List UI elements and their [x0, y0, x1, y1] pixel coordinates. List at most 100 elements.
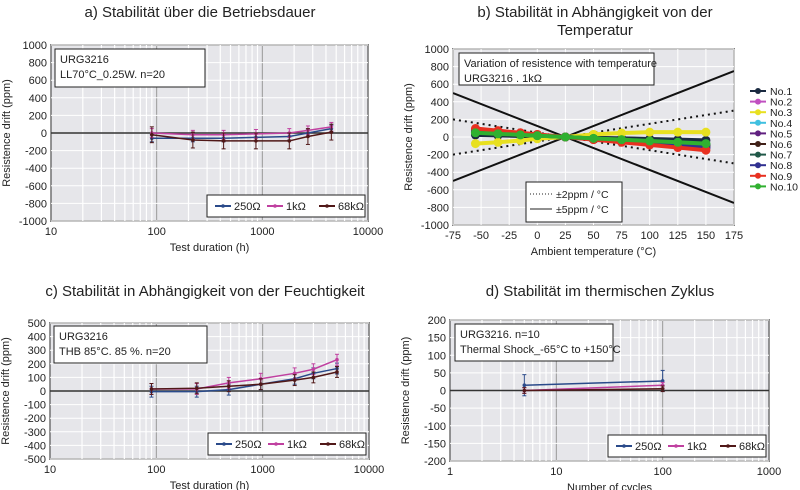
- data-point: [470, 128, 480, 138]
- x-tick-label: 25: [559, 230, 571, 242]
- legend-label: No.4: [770, 118, 792, 130]
- y-tick-label: 200: [28, 359, 46, 371]
- data-point: [493, 137, 503, 147]
- annotation-text: URG3216 . 1kΩ: [464, 73, 542, 85]
- legend-marker: [221, 204, 225, 208]
- x-tick-label: 50: [587, 230, 599, 242]
- x-tick-label: 1: [447, 466, 453, 478]
- x-tick-label: 100: [147, 226, 165, 238]
- y-tick-label: -50: [430, 403, 446, 415]
- legend-marker: [222, 442, 226, 446]
- annotation-text: Thermal Shock_-65°C to +150°C: [460, 344, 621, 356]
- y-tick-label: 800: [431, 62, 449, 74]
- data-point: [194, 386, 199, 391]
- y-tick-label: -200: [25, 146, 47, 158]
- legend-marker: [726, 444, 730, 448]
- x-tick-label: 10000: [353, 226, 384, 238]
- data-point: [660, 379, 665, 383]
- y-tick-label: 0: [40, 386, 46, 398]
- series-line: [524, 387, 663, 392]
- reference-legend: [525, 181, 623, 223]
- annotation-box: [454, 323, 614, 362]
- legend-label: No.8: [770, 160, 792, 172]
- y-tick-label: -600: [427, 185, 449, 197]
- annotation-text: URG3216: [60, 54, 109, 66]
- legend-label: No.2: [770, 97, 792, 109]
- y-tick-label: 600: [431, 79, 449, 91]
- y-tick-label: 200: [428, 315, 446, 327]
- data-point: [311, 367, 316, 372]
- y-tick-label: -200: [24, 413, 46, 425]
- y-tick-label: 400: [28, 332, 46, 344]
- x-tick-label: 100: [147, 464, 165, 476]
- y-tick-label: 200: [29, 110, 47, 122]
- y-tick-label: -600: [25, 181, 47, 193]
- data-point: [470, 139, 480, 149]
- chart-b-title: b) Stabilität in Abhängigkeit von der Te…: [477, 4, 713, 39]
- legend-label: 68kΩ: [338, 201, 364, 213]
- chart-c-title: c) Stabilität in Abhängigkeit von der Fe…: [45, 283, 365, 300]
- y-tick-label: 100: [428, 350, 446, 362]
- legend-marker: [326, 442, 330, 446]
- x-tick-label: 100: [641, 230, 659, 242]
- data-point: [311, 375, 316, 380]
- y-axis-label: Resistence drift (ppm): [403, 83, 415, 191]
- legend-label: No.10: [770, 181, 798, 193]
- data-point: [493, 129, 503, 139]
- data-point: [532, 131, 542, 141]
- y-tick-label: 300: [28, 345, 46, 357]
- legend: [607, 434, 767, 458]
- y-tick-label: 500: [28, 318, 46, 330]
- y-tick-label: -100: [424, 421, 446, 433]
- data-point: [617, 135, 627, 145]
- legend-label: 250Ω: [235, 439, 262, 451]
- x-tick-label: 175: [725, 230, 743, 242]
- data-point: [306, 134, 310, 139]
- data-point: [258, 382, 263, 387]
- legend-marker: [755, 88, 761, 94]
- legend-marker: [274, 442, 278, 446]
- reference-line: [453, 70, 734, 182]
- data-point: [701, 145, 711, 155]
- data-point: [287, 139, 292, 143]
- x-axis-label: Number of cycles: [567, 482, 652, 490]
- data-point: [589, 133, 598, 143]
- legend-label: 68kΩ: [339, 439, 365, 451]
- legend: [206, 194, 366, 218]
- y-tick-label: -100: [24, 400, 46, 412]
- x-tick-label: -75: [445, 230, 461, 242]
- x-tick-label: 1000: [250, 226, 274, 238]
- y-tick-label: -800: [427, 202, 449, 214]
- legend-marker: [674, 444, 678, 448]
- y-tick-label: -400: [427, 167, 449, 179]
- y-tick-label: 600: [29, 75, 47, 87]
- series-line: [475, 130, 706, 146]
- y-tick-label: 800: [29, 58, 47, 70]
- annotation-text: LL70°C_0.25W. n=20: [60, 69, 165, 81]
- data-point: [292, 378, 297, 382]
- data-point: [329, 130, 334, 134]
- series-68kΩ: [149, 366, 339, 395]
- series-68kΩ: [522, 385, 665, 394]
- chart-a-title: a) Stabilität über die Betriebsdauer: [84, 4, 316, 21]
- data-point: [660, 386, 665, 391]
- legend-marker: [755, 141, 761, 147]
- y-tick-label: 0: [41, 128, 47, 140]
- series-line: [524, 380, 663, 386]
- annotation-box: [54, 48, 206, 88]
- series-68kΩ: [149, 123, 334, 150]
- data-point: [560, 132, 570, 142]
- legend-marker: [755, 172, 761, 179]
- legend-marker: [325, 204, 329, 208]
- y-tick-label: -800: [25, 198, 47, 210]
- x-tick-label: 150: [697, 230, 715, 242]
- data-point: [522, 388, 527, 393]
- data-point: [221, 139, 226, 143]
- chart-d: 1 10 100 1000 -200 -150 -100 -50 0 50 100 150 200 Num…: [400, 315, 781, 490]
- annotation-box: [53, 325, 208, 364]
- y-tick-label: 1000: [425, 44, 449, 56]
- chart-b: -75 -50 -25 0 25 50 75 100 125 150 175 -1000 -800 -60…: [403, 44, 798, 258]
- x-tick-label: 10: [45, 226, 57, 238]
- legend-marker: [622, 444, 626, 448]
